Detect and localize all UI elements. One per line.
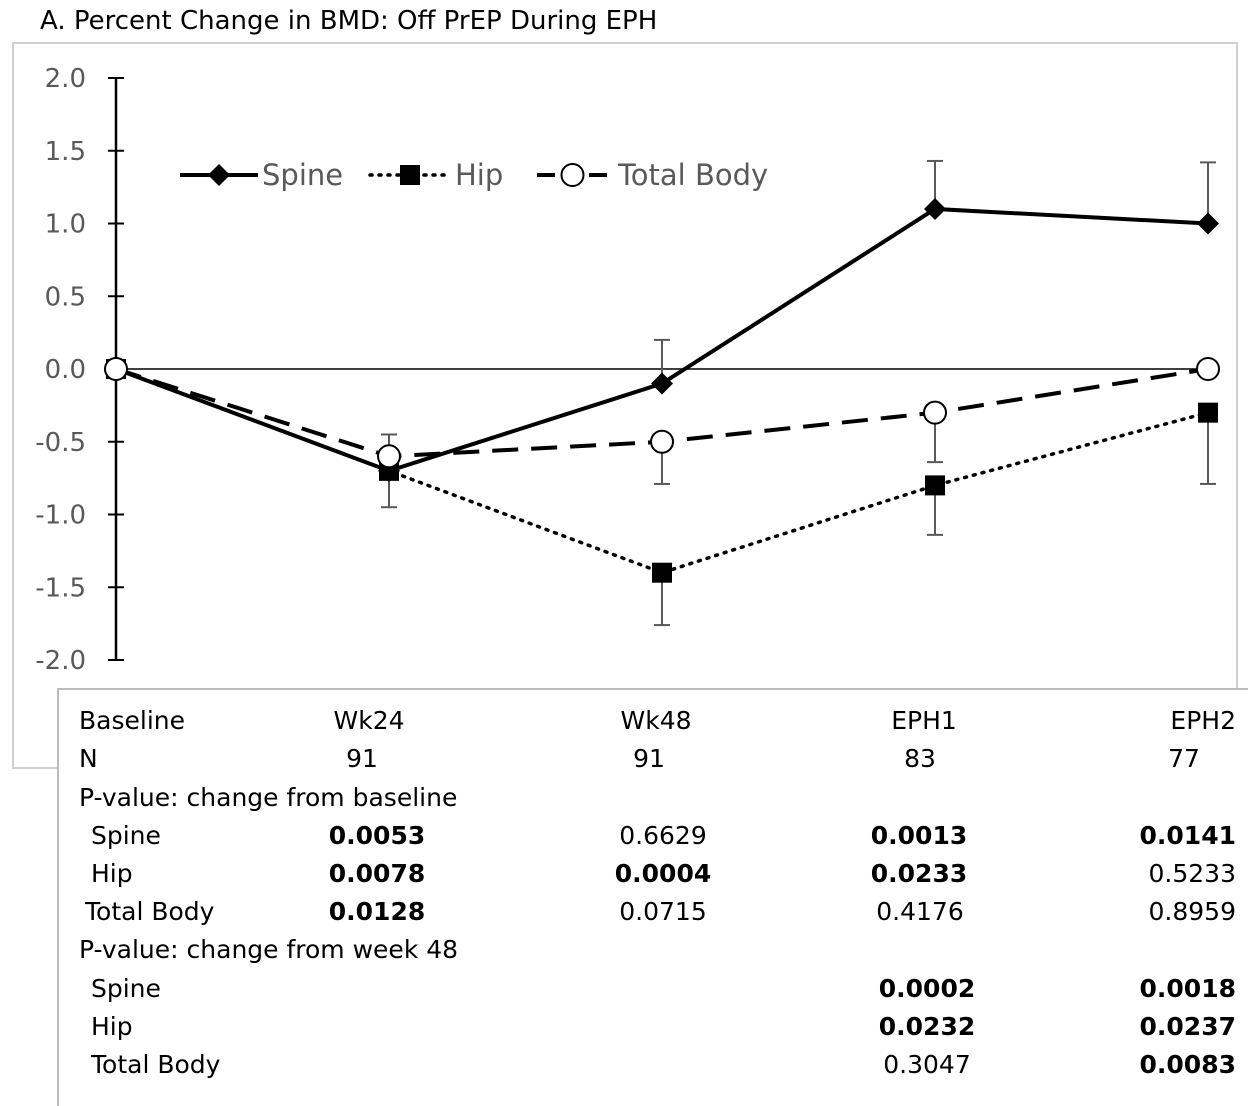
table-cell: 0.0013: [870, 821, 968, 850]
data-point-total-body: [1196, 357, 1220, 381]
table-cell: 0.3047: [883, 1050, 971, 1079]
y-tick-label: 1.5: [45, 137, 86, 167]
table-cell: 0.5233: [1148, 859, 1236, 888]
data-point-total-body: [377, 444, 401, 469]
data-point-hip: [925, 475, 945, 496]
table-n-wk24: 91: [346, 744, 378, 773]
table-row-label: Spine: [91, 821, 161, 850]
table-row-label: Spine: [91, 974, 161, 1003]
table-header-eph2: EPH2: [1170, 706, 1236, 735]
chart-title: A. Percent Change in BMD: Off PrEP Durin…: [40, 6, 658, 36]
table-header-wk48: Wk48: [620, 706, 692, 735]
y-tick-label: -0.5: [35, 428, 86, 458]
table-n-label: N: [79, 744, 98, 773]
table-row-label: Hip: [91, 1012, 133, 1041]
data-point-total-body: [923, 400, 947, 425]
table-row-label: Hip: [91, 859, 133, 888]
table-n-wk48: 91: [633, 744, 665, 773]
data-point-spine: [924, 197, 946, 220]
series-line-hip: [114, 367, 1210, 575]
legend-marker-spine: [208, 164, 230, 186]
data-point-total-body: [650, 429, 674, 454]
table-header-baseline: Baseline: [79, 706, 185, 735]
table-header-wk24: Wk24: [333, 706, 405, 735]
y-tick-label: 2.0: [45, 64, 86, 94]
table-cell: 0.0018: [1139, 974, 1236, 1003]
table-cell: 0.0233: [870, 859, 968, 888]
table-cell: 0.6629: [619, 821, 707, 850]
table-row-label: Total Body: [91, 1050, 221, 1079]
y-tick-label: -2.0: [35, 646, 86, 676]
table-cell: 0.0004: [614, 859, 712, 888]
data-point-total-body: [104, 357, 128, 381]
table-header-eph1: EPH1: [891, 706, 957, 735]
legend-marker-total-body: [560, 163, 585, 187]
data-point-hip: [652, 562, 672, 583]
table-n-eph2: 77: [1168, 744, 1200, 773]
data-point-spine: [651, 372, 673, 395]
table-n-eph1: 83: [904, 744, 936, 773]
y-tick-label: -1.5: [35, 573, 86, 603]
y-tick-label: 0.5: [45, 282, 86, 312]
table-section-baseline-title: P-value: change from baseline: [79, 783, 458, 812]
table-section-week48-title: P-value: change from week 48: [79, 935, 459, 964]
y-tick-label: 1.0: [45, 210, 86, 240]
table-cell: 0.8959: [1148, 897, 1236, 926]
data-point-hip: [1198, 402, 1218, 423]
data-point-spine: [1197, 212, 1219, 235]
table-cell: 0.0053: [328, 821, 426, 850]
legend-label-total-body: Total Body: [617, 158, 768, 192]
table-cell: 0.0083: [1139, 1050, 1236, 1079]
y-tick-label: -1.0: [35, 501, 86, 531]
p-value-table: Baseline Wk24 Wk48 EPH1 EPH2 N 91 91 83 …: [57, 688, 1248, 1106]
legend-marker-hip: [400, 165, 420, 185]
table-cell: 0.0128: [328, 897, 426, 926]
legend-label-spine: Spine: [262, 158, 343, 192]
table-cell: 0.4176: [876, 897, 964, 926]
table-row-label: Total Body: [85, 897, 215, 926]
table-cell: 0.0078: [328, 859, 426, 888]
table-cell: 0.0237: [1139, 1012, 1236, 1041]
y-tick-label: 0.0: [45, 355, 86, 385]
legend-label-hip: Hip: [455, 158, 503, 192]
table-cell: 0.0002: [878, 974, 976, 1003]
table-cell: 0.0715: [619, 897, 707, 926]
table-cell: 0.0232: [878, 1012, 976, 1041]
table-cell: 0.0141: [1139, 821, 1236, 850]
